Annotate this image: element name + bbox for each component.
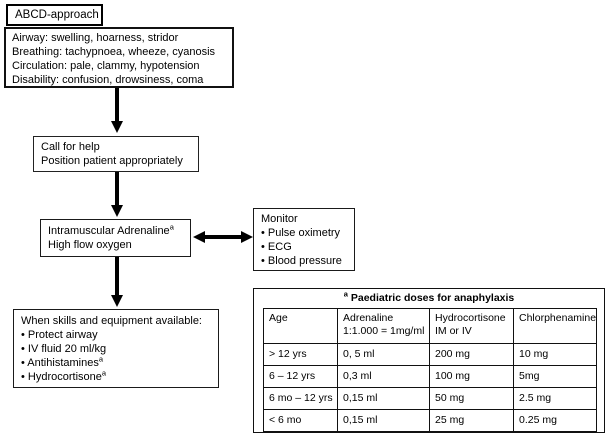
- dose-table: Age Adrenaline 1:1.000 = 1mg/ml Hydrocor…: [263, 308, 597, 432]
- adrenaline-dose-cell: 0,15 ml: [337, 387, 430, 410]
- hydrocortisone-dose-cell: 50 mg: [429, 387, 514, 410]
- abcd-approach-box: ABCD-approach: [6, 4, 103, 26]
- age-cell: 6 mo – 12 yrs: [263, 387, 338, 410]
- adrenaline-line-2: High flow oxygen: [48, 239, 132, 251]
- table-title-footnote-marker: a: [343, 289, 348, 299]
- antihistamines-footnote-marker: a: [98, 354, 104, 364]
- skills-bullet-protect-airway: • Protect airway: [21, 329, 98, 341]
- col-header-chlorphenamine: Chlorphenamine: [513, 308, 597, 344]
- assessment-line-airway: Airway: swelling, hoarness, stridor: [12, 32, 179, 44]
- adrenaline-line-1: Intramuscular Adrenalinea: [48, 222, 190, 238]
- monitor-bullet-ecg: • ECG: [261, 241, 292, 253]
- monitor-bullet-blood-pressure: • Blood pressure: [261, 255, 342, 267]
- monitor-box: Monitor • Pulse oximetry • ECG • Blood p…: [253, 208, 355, 271]
- age-cell: < 6 mo: [263, 409, 338, 432]
- col-header-adrenaline-line2: 1:1.000 = 1mg/ml: [343, 325, 425, 337]
- monitor-title: Monitor: [261, 213, 298, 225]
- arrow-call-to-adrenaline-head-icon: [111, 205, 123, 217]
- dose-table-panel: a Paediatric doses for anaphylaxis Age Ad…: [253, 288, 605, 433]
- double-arrow-right-head-icon: [241, 231, 253, 243]
- abcd-approach-label: ABCD-approach: [15, 9, 99, 21]
- adrenaline-dose-cell: 0,15 ml: [337, 409, 430, 432]
- skills-bullet-hydrocortisone-text: • Hydrocortisone: [21, 371, 102, 383]
- skills-title: When skills and equipment available:: [21, 315, 202, 327]
- double-arrow-stem: [204, 235, 242, 239]
- col-header-hydrocortisone-line1: Hydrocortisone: [435, 312, 506, 324]
- chlorphenamine-dose-cell: 10 mg: [513, 343, 597, 366]
- adrenaline-dose-cell: 0, 5 ml: [337, 343, 430, 366]
- call-line-2: Position patient appropriately: [41, 155, 183, 167]
- skills-bullet-hydrocortisone: • Hydrocortisonea: [21, 368, 218, 384]
- hydrocortisone-dose-cell: 200 mg: [429, 343, 514, 366]
- adrenaline-dose-cell: 0,3 ml: [337, 365, 430, 388]
- skills-box: When skills and equipment available: • P…: [13, 309, 219, 388]
- arrow-assessment-to-call-head-icon: [111, 121, 123, 133]
- adrenaline-footnote-marker: a: [169, 222, 174, 232]
- dose-table-title: a Paediatric doses for anaphylaxis: [254, 289, 604, 305]
- dose-row-6-12yrs: 6 – 12 yrs 0,3 ml 100 mg 5mg: [263, 365, 597, 388]
- dose-row-6mo-12yrs: 6 mo – 12 yrs 0,15 ml 50 mg 2.5 mg: [263, 387, 597, 410]
- age-cell: > 12 yrs: [263, 343, 338, 366]
- assessment-line-circulation: Circulation: pale, clammy, hypotension: [12, 60, 200, 72]
- skills-bullet-iv-fluid: • IV fluid 20 ml/kg: [21, 343, 107, 355]
- chlorphenamine-dose-cell: 0.25 mg: [513, 409, 597, 432]
- dose-row-over-12yrs: > 12 yrs 0, 5 ml 200 mg 10 mg: [263, 343, 597, 366]
- call-for-help-box: Call for help Position patient appropria…: [33, 136, 199, 172]
- assessment-line-breathing: Breathing: tachypnoea, wheeze, cyanosis: [12, 46, 216, 58]
- arrow-call-to-adrenaline-stem: [115, 172, 119, 206]
- chlorphenamine-dose-cell: 5mg: [513, 365, 597, 388]
- col-header-adrenaline-line1: Adrenaline: [343, 312, 394, 324]
- arrow-assessment-to-call-stem: [115, 88, 119, 122]
- double-arrow-left-head-icon: [193, 231, 205, 243]
- call-line-1: Call for help: [41, 141, 100, 153]
- adrenaline-box: Intramuscular Adrenalinea High flow oxyg…: [40, 219, 191, 257]
- hydrocortisone-dose-cell: 25 mg: [429, 409, 514, 432]
- hydrocortisone-footnote-marker: a: [101, 368, 107, 378]
- hydrocortisone-dose-cell: 100 mg: [429, 365, 514, 388]
- col-header-adrenaline: Adrenaline 1:1.000 = 1mg/ml: [337, 308, 430, 344]
- col-header-hydrocortisone: Hydrocortisone IM or IV: [429, 308, 514, 344]
- monitor-bullet-pulse-oximetry: • Pulse oximetry: [261, 227, 341, 239]
- chlorphenamine-dose-cell: 2.5 mg: [513, 387, 597, 410]
- adrenaline-line-1-text: Intramuscular Adrenaline: [48, 225, 170, 237]
- dose-table-header-row: Age Adrenaline 1:1.000 = 1mg/ml Hydrocor…: [263, 308, 597, 344]
- assessment-box: Airway: swelling, hoarness, stridor Brea…: [4, 27, 234, 88]
- arrow-adrenaline-to-skills-head-icon: [111, 295, 123, 307]
- col-header-age: Age: [263, 308, 338, 344]
- skills-bullet-antihistamines-text: • Antihistamines: [21, 357, 99, 369]
- col-header-hydrocortisone-line2: IM or IV: [435, 325, 472, 337]
- age-cell: 6 – 12 yrs: [263, 365, 338, 388]
- dose-table-title-text: Paediatric doses for anaphylaxis: [350, 292, 515, 304]
- dose-row-under-6mo: < 6 mo 0,15 ml 25 mg 0.25 mg: [263, 409, 597, 432]
- arrow-adrenaline-to-skills-stem: [115, 257, 119, 296]
- assessment-line-disability: Disability: confusion, drowsiness, coma: [12, 74, 204, 86]
- skills-bullet-antihistamines: • Antihistaminesa: [21, 354, 218, 370]
